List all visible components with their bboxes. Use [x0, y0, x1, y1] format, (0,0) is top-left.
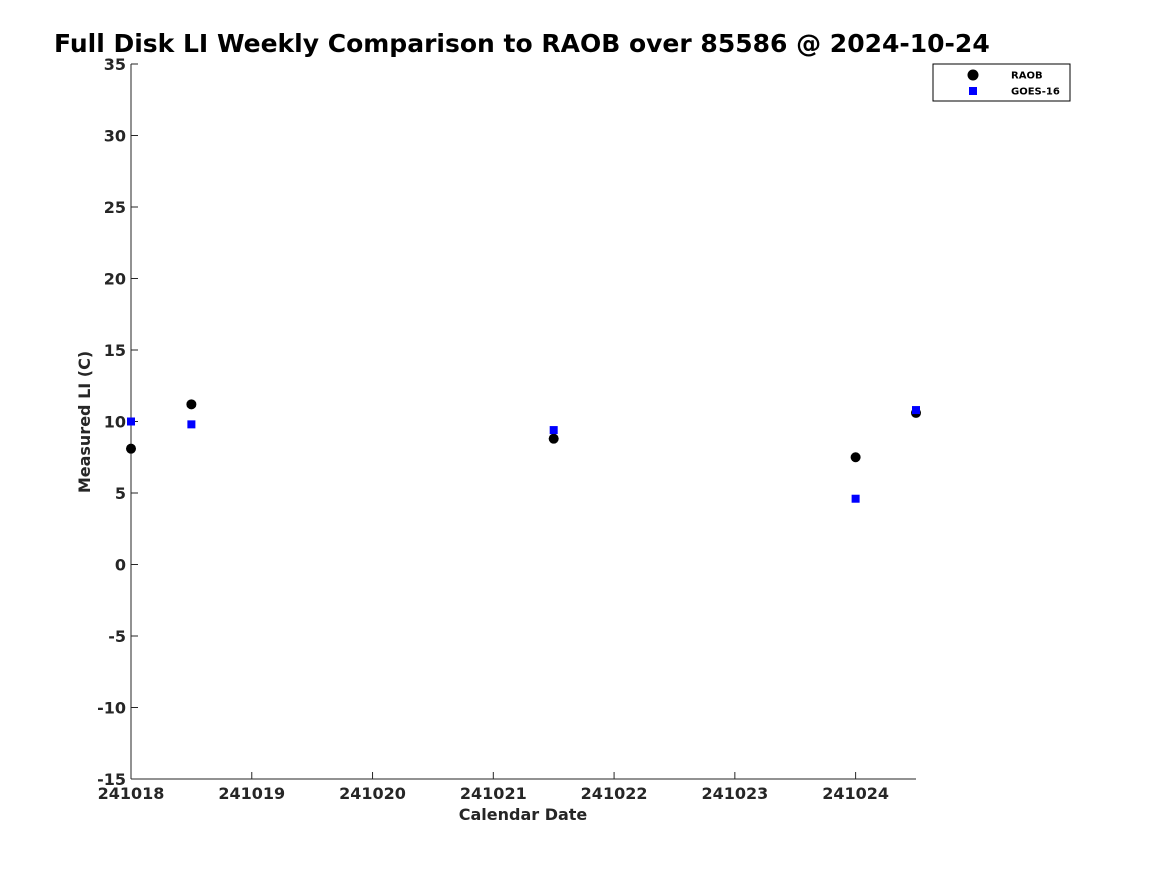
- x-tick-label: 241022: [581, 784, 648, 803]
- legend: RAOB GOES-16: [932, 63, 1071, 102]
- x-tick-label: 241021: [460, 784, 527, 803]
- x-tick-label: 241020: [339, 784, 406, 803]
- y-tick-label: 25: [104, 198, 126, 217]
- raob-point: [126, 443, 136, 454]
- goes-16-point: [187, 420, 196, 429]
- y-tick-label: 0: [115, 556, 126, 575]
- raob-point: [850, 452, 861, 463]
- y-tick-label: -15: [97, 770, 126, 789]
- goes-16-point: [851, 494, 860, 503]
- y-axis-label: Measured LI (C): [75, 351, 94, 493]
- legend-raob-marker: [967, 69, 979, 81]
- raob-point: [548, 433, 559, 444]
- x-axis-label: Calendar Date: [459, 805, 588, 824]
- x-tick-label: 241019: [218, 784, 285, 803]
- y-tick-label: 5: [115, 484, 126, 503]
- x-tick-label: 241024: [822, 784, 889, 803]
- raob-point: [186, 399, 197, 410]
- y-ticks: 35 30 25 20 15 10 5 0 -5 -10 -15: [97, 55, 138, 789]
- chart-title: Full Disk LI Weekly Comparison to RAOB o…: [54, 29, 990, 58]
- y-tick-label: 35: [104, 55, 126, 74]
- y-tick-label: -10: [97, 699, 126, 718]
- legend-raob-label: RAOB: [1011, 71, 1043, 82]
- x-tick-label: 241018: [98, 784, 165, 803]
- data-markers: [126, 399, 921, 503]
- goes-16-point: [549, 426, 558, 435]
- y-tick-label: -5: [108, 627, 126, 646]
- y-tick-label: 15: [104, 341, 126, 360]
- plot-area: [130, 64, 916, 780]
- goes-16-point: [127, 417, 135, 426]
- y-tick-label: 10: [104, 413, 126, 432]
- legend-goes-label: GOES-16: [1011, 87, 1060, 98]
- x-tick-label: 241023: [701, 784, 768, 803]
- y-tick-label: 30: [104, 127, 126, 146]
- x-ticks: 241018 241019 241020 241021 241022 241023 2410…: [98, 772, 889, 803]
- y-tick-label: 20: [104, 270, 126, 289]
- legend-box: [932, 63, 1071, 102]
- legend-goes-marker: [969, 87, 977, 95]
- goes-16-point: [912, 406, 920, 415]
